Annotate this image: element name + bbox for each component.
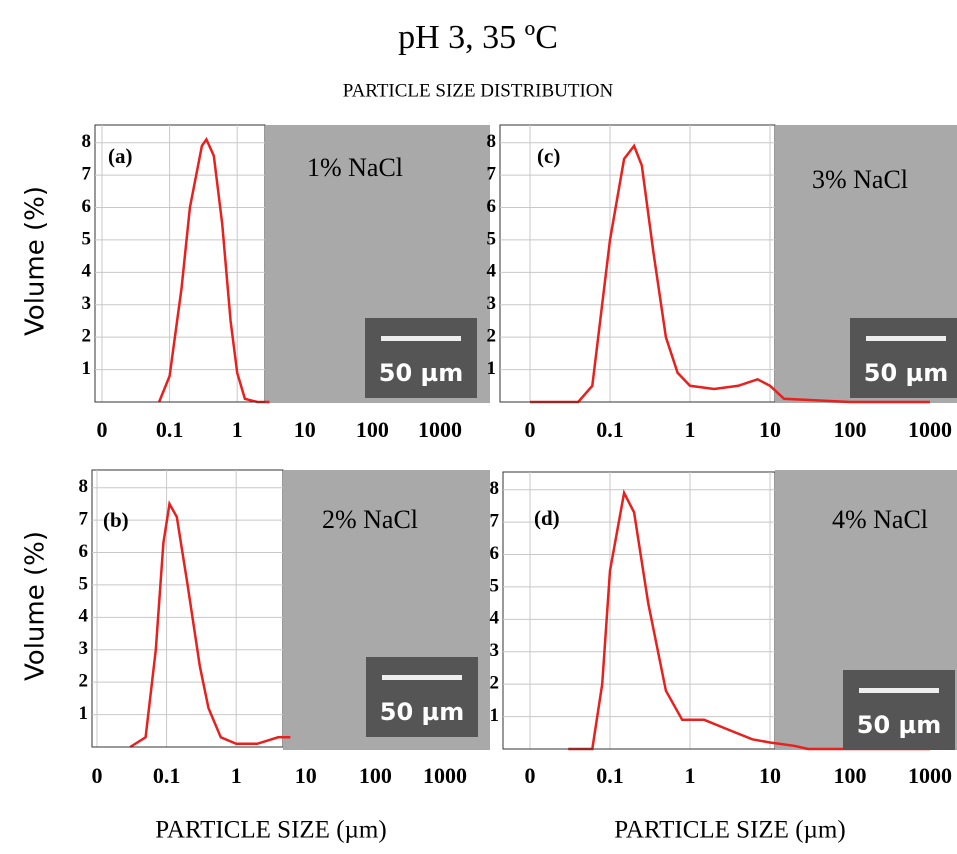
x-tick-label: 0 (97, 417, 108, 442)
x-tick-label: 1000 (423, 763, 467, 788)
scale-bar-box (366, 657, 478, 737)
y-tick-label: 5 (490, 575, 500, 596)
y-tick-label: 6 (82, 196, 92, 217)
y-tick-label: 2 (79, 671, 89, 692)
scale-bar (859, 688, 939, 693)
x-tick-label: 10 (295, 763, 317, 788)
y-tick-label: 2 (82, 326, 92, 347)
x-tick-label: 100 (356, 417, 389, 442)
x-tick-label: 1 (685, 417, 696, 442)
y-tick-label: 3 (79, 638, 89, 659)
size-curve (157, 136, 270, 404)
y-tick-label: 6 (79, 541, 89, 562)
y-tick-label: 7 (79, 508, 89, 529)
y-tick-label: 8 (490, 478, 500, 499)
figure-title: pH 3, 35 ºC (398, 19, 558, 56)
panel-label: (b) (103, 508, 129, 532)
y-tick-label: 4 (487, 261, 497, 282)
scale-bar-label: 50 µm (857, 711, 941, 739)
scale-bar-box (365, 318, 477, 398)
y-tick-label: 5 (82, 228, 92, 249)
y-tick-label: 3 (82, 293, 92, 314)
y-tick-label: 5 (79, 573, 89, 594)
x-tick-label: 0.1 (153, 763, 181, 788)
y-tick-label: 1 (487, 358, 497, 379)
y-tick-label: 4 (490, 608, 500, 629)
x-tick-label: 100 (834, 417, 867, 442)
x-tick-label: 0.1 (596, 417, 624, 442)
x-tick-label: 1000 (908, 763, 952, 788)
x-tick-label: 0 (92, 763, 103, 788)
x-tick-label: 1 (231, 763, 242, 788)
scale-bar-box (850, 318, 957, 398)
annotation: 2% NaCl (322, 505, 418, 534)
panel-label: (a) (108, 144, 133, 168)
panel-label: (d) (534, 506, 560, 530)
size-curve (530, 143, 930, 404)
y-axis-title: Volume (%) (21, 186, 51, 336)
x-tick-label: 100 (359, 763, 392, 788)
y-tick-label: 6 (487, 196, 497, 217)
y-tick-label: 3 (490, 640, 500, 661)
scale-bar (381, 336, 461, 341)
scale-bar (382, 675, 462, 680)
y-tick-label: 1 (79, 703, 89, 724)
scale-bar-label: 50 µm (379, 359, 463, 387)
y-tick-label: 5 (487, 228, 497, 249)
x-tick-label: 0 (525, 417, 536, 442)
scale-bar-label: 50 µm (380, 698, 464, 726)
y-tick-label: 8 (79, 476, 89, 497)
scale-bar (866, 336, 946, 341)
scale-bar-box (843, 670, 955, 750)
x-tick-label: 0.1 (156, 417, 184, 442)
x-tick-label: 10 (294, 417, 316, 442)
y-tick-label: 1 (82, 358, 92, 379)
y-tick-label: 4 (79, 606, 89, 627)
figure-subtitle: PARTICLE SIZE DISTRIBUTION (343, 80, 614, 101)
y-tick-label: 1 (490, 705, 500, 726)
y-tick-label: 8 (487, 131, 497, 152)
plot-area (91, 469, 284, 748)
size-curve (129, 500, 291, 749)
size-curve (568, 489, 930, 751)
y-tick-label: 7 (490, 510, 500, 531)
x-tick-label: 0 (525, 763, 536, 788)
y-tick-label: 7 (487, 163, 497, 184)
y-tick-label: 2 (487, 326, 497, 347)
y-axis-title: Volume (%) (21, 531, 51, 681)
x-tick-label: 1000 (418, 417, 462, 442)
scale-bar-label: 50 µm (864, 359, 948, 387)
plot-area (499, 124, 776, 403)
y-tick-label: 7 (82, 163, 92, 184)
y-tick-label: 8 (82, 131, 92, 152)
x-tick-label: 1000 (908, 417, 952, 442)
y-tick-label: 3 (487, 293, 497, 314)
x-tick-label: 10 (759, 417, 781, 442)
x-tick-label: 10 (759, 763, 781, 788)
y-tick-label: 4 (82, 261, 92, 282)
panel-label: (c) (537, 144, 560, 168)
plot-area (94, 124, 266, 403)
x-tick-label: 1 (685, 763, 696, 788)
y-tick-label: 2 (490, 673, 500, 694)
x-axis-title: PARTICLE SIZE (µm) (614, 817, 845, 844)
x-tick-label: 1 (232, 417, 243, 442)
x-tick-label: 0.1 (596, 763, 624, 788)
y-tick-label: 6 (490, 543, 500, 564)
annotation: 4% NaCl (832, 505, 928, 534)
annotation: 3% NaCl (812, 165, 908, 194)
x-tick-label: 100 (834, 763, 867, 788)
x-axis-title: PARTICLE SIZE (µm) (155, 817, 386, 844)
annotation: 1% NaCl (307, 153, 403, 182)
